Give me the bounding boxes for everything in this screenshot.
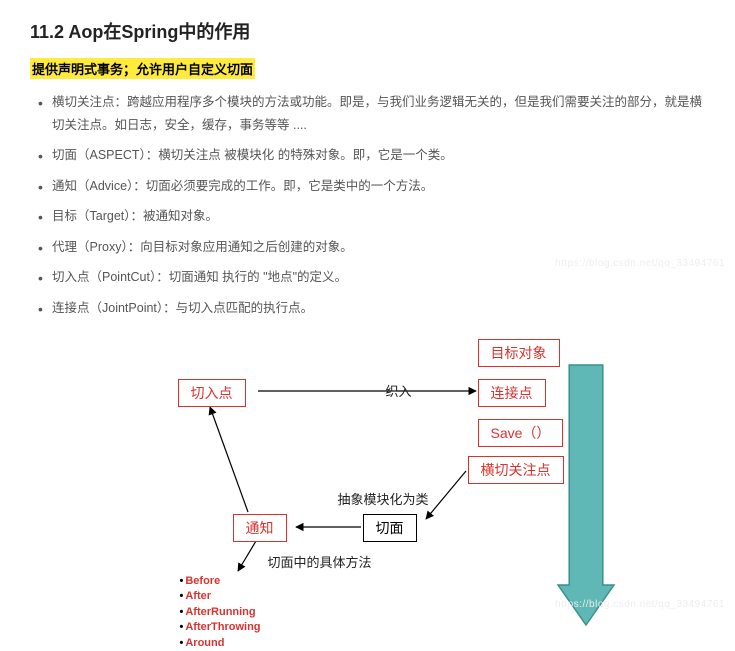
label-method: 切面中的具体方法 <box>268 552 372 571</box>
node-advice: 通知 <box>233 514 287 542</box>
watermark-bottom: https://blog.csdn.net/qq_33494761 <box>555 599 725 610</box>
node-aspect: 切面 <box>363 514 417 542</box>
definition-item: 连接点（JointPoint）：与切入点匹配的执行点。 <box>38 297 705 320</box>
watermark-top: https://blog.csdn.net/qq_33494761 <box>555 258 725 269</box>
section-heading: 11.2 Aop在Spring中的作用 <box>30 18 705 44</box>
node-save: Save（） <box>478 419 564 447</box>
advice-type-item: AfterRunning <box>180 605 261 620</box>
advice-type-item: Before <box>180 574 261 589</box>
node-pointcut: 切入点 <box>178 379 246 407</box>
definition-item: 代理（Proxy）：向目标对象应用通知之后创建的对象。 <box>38 236 705 259</box>
definition-item: 切入点（PointCut）：切面通知 执行的 "地点"的定义。 <box>38 266 705 289</box>
highlight-banner: 提供声明式事务；允许用户自定义切面 <box>30 58 255 79</box>
definition-item: 横切关注点：跨越应用程序多个模块的方法或功能。即是，与我们业务逻辑无关的，但是我… <box>38 91 705 136</box>
definition-item: 切面（ASPECT）：横切关注点 被模块化 的特殊对象。即，它是一个类。 <box>38 144 705 167</box>
label-abstract: 抽象模块化为类 <box>338 489 429 508</box>
definition-item: 目标（Target）：被通知对象。 <box>38 205 705 228</box>
node-target: 目标对象 <box>478 339 560 367</box>
label-weave: 织入 <box>386 381 412 400</box>
advice-types: BeforeAfterAfterRunningAfterThrowingArou… <box>180 574 261 651</box>
definition-list: 横切关注点：跨越应用程序多个模块的方法或功能。即是，与我们业务逻辑无关的，但是我… <box>30 91 705 319</box>
advice-type-item: After <box>180 589 261 604</box>
node-joinpoint: 连接点 <box>478 379 546 407</box>
definition-item: 通知（Advice）：切面必须要完成的工作。即，它是类中的一个方法。 <box>38 175 705 198</box>
aop-diagram: 切入点 目标对象连接点 Save（） 横切关注点通知 切面 织入抽象模块化为类切面中的具体… <box>88 339 648 639</box>
node-crosscut: 横切关注点 <box>468 456 564 484</box>
advice-type-item: Around <box>180 636 261 651</box>
advice-type-item: AfterThrowing <box>180 620 261 635</box>
